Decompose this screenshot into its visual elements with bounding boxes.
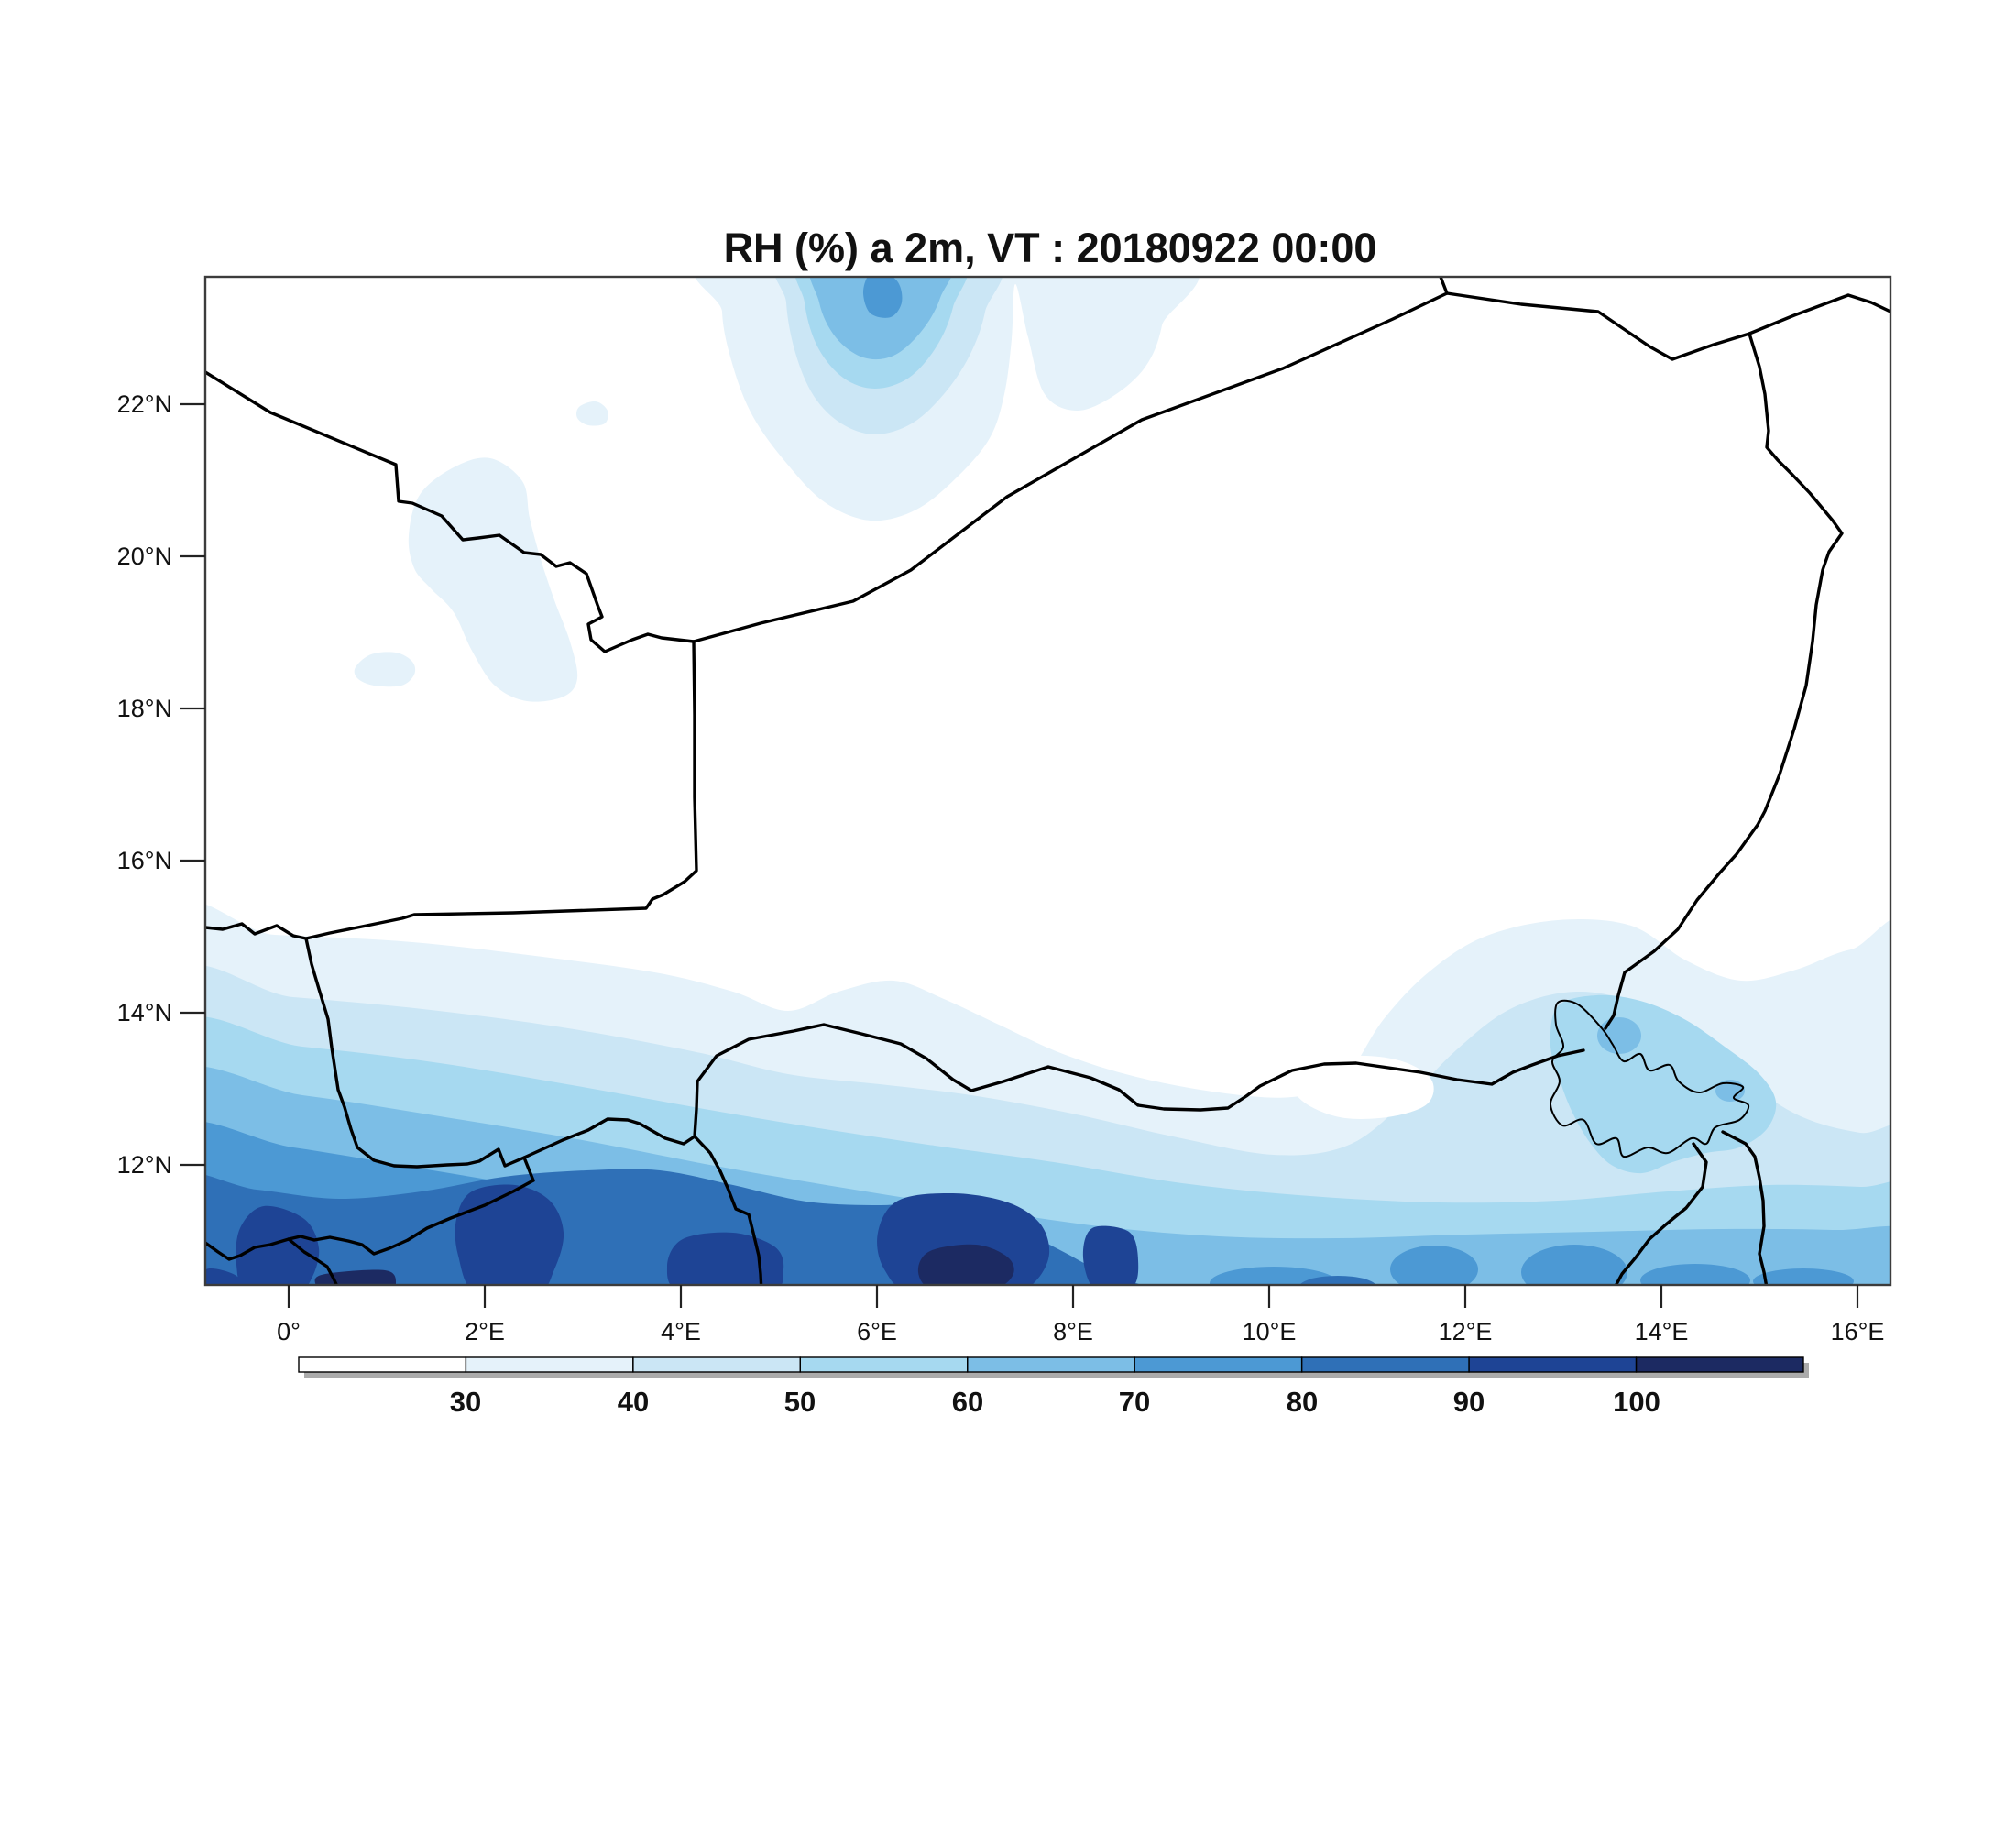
- rh-patch-70-80: [1640, 1264, 1750, 1285]
- lon-tick-label: 0°: [277, 1318, 301, 1345]
- colorbar-label: 50: [784, 1386, 816, 1418]
- lat-axis: 22°N 20°N 18°N 16°N 14°N 12°N: [117, 390, 205, 1179]
- rh-patch-70-80: [1521, 1245, 1627, 1285]
- rh-hole-below-30: [1293, 1055, 1434, 1119]
- border-benin-niger-river: [522, 1117, 696, 1159]
- colorbar-label: 30: [450, 1386, 481, 1418]
- lon-tick-label: 6°E: [857, 1318, 897, 1345]
- colorbar-segment: [465, 1356, 634, 1373]
- colorbar-segment: [632, 1356, 802, 1373]
- rh-north-blob-60-70: [809, 277, 952, 360]
- rh-patch-90-100: [455, 1184, 564, 1285]
- rh-patch-70-80: [1753, 1268, 1854, 1285]
- rh-north-blob-70-80: [862, 277, 903, 318]
- colorbar-label: 100: [1613, 1386, 1660, 1418]
- rh-patch-80-90: [1299, 1276, 1376, 1285]
- border-nigeria-cameroon: [1614, 1142, 1708, 1285]
- colorbar-label: 60: [952, 1386, 983, 1418]
- border-libya-chad: [1748, 293, 1890, 335]
- border-niger-nigeria: [693, 1023, 1585, 1138]
- lat-tick-label: 14°N: [117, 999, 172, 1026]
- colorbar-label: 40: [618, 1386, 649, 1418]
- lon-tick-label: 4°E: [661, 1318, 701, 1345]
- border-algeria-libya: [1439, 277, 1449, 295]
- border-libya-niger: [1445, 291, 1751, 361]
- rh-nw-dot-30-40: [576, 401, 608, 426]
- colorbar-segment: [298, 1356, 467, 1373]
- lat-tick-label: 18°N: [117, 695, 172, 722]
- border-burkina-togo-ghana: [205, 1235, 410, 1261]
- map-frame: [203, 275, 1892, 1287]
- border-burkina-niger: [304, 937, 535, 1182]
- rh-patch-90-100: [666, 1232, 784, 1285]
- border-burkina-benin: [406, 1179, 535, 1242]
- rh-patch-90-100: [205, 1268, 242, 1285]
- rh-patch-70-80: [1390, 1246, 1478, 1285]
- lake-chad-outline: [1550, 999, 1750, 1158]
- rh-patch-90-100: [1082, 1225, 1139, 1285]
- rh-patch-90-100: [236, 1205, 320, 1285]
- lat-tick-label: 16°N: [117, 847, 172, 874]
- colorbar-segment: [1300, 1356, 1470, 1373]
- lat-tick-label: 12°N: [117, 1151, 172, 1179]
- lat-tick-label: 20°N: [117, 543, 172, 570]
- rh-nw-patch-30-40: [408, 457, 578, 702]
- rh-patch-70-80: [1210, 1267, 1338, 1285]
- rh-field: [205, 277, 1890, 1285]
- border-niger-chad: [1604, 332, 1844, 1030]
- lon-tick-label: 12°E: [1439, 1318, 1493, 1345]
- lon-tick-label: 8°E: [1053, 1318, 1093, 1345]
- lon-tick-label: 10°E: [1243, 1318, 1297, 1345]
- colorbar-segment: [1635, 1356, 1804, 1373]
- colorbar-label: 70: [1119, 1386, 1150, 1418]
- lon-tick-label: 16°E: [1831, 1318, 1885, 1345]
- lon-tick-label: 14°E: [1635, 1318, 1689, 1345]
- border-togo-benin: [287, 1237, 339, 1285]
- lon-axis: 0° 2°E 4°E 6°E 8°E 10°E 12°E 14°E 16°E: [277, 1285, 1884, 1345]
- colorbar-segment: [799, 1356, 969, 1373]
- border-chad-cameroon: [1721, 1130, 1769, 1285]
- colorbar: 30 40 50 60 70 80 90 100: [298, 1356, 1809, 1418]
- colorbar-segment: [1468, 1356, 1638, 1373]
- border-benin-nigeria: [693, 1135, 763, 1285]
- rh-lakechad-60-70: [1597, 1017, 1641, 1054]
- colorbar-segment: [1134, 1356, 1303, 1373]
- colorbar-label: 80: [1287, 1386, 1318, 1418]
- border-algeria-mali: [205, 370, 696, 653]
- border-algeria-niger: [692, 291, 1449, 643]
- border-mali-niger: [205, 640, 698, 940]
- rh-patch-over-100: [917, 1244, 1014, 1285]
- lat-tick-label: 22°N: [117, 390, 172, 418]
- colorbar-segment: [967, 1356, 1135, 1373]
- lon-tick-label: 2°E: [465, 1318, 505, 1345]
- colorbar-label: 90: [1453, 1386, 1485, 1418]
- rh-nw-patch-30-40: [354, 652, 416, 687]
- chart-title: RH (%) a 2m, VT : 20180922 00:00: [724, 225, 1377, 271]
